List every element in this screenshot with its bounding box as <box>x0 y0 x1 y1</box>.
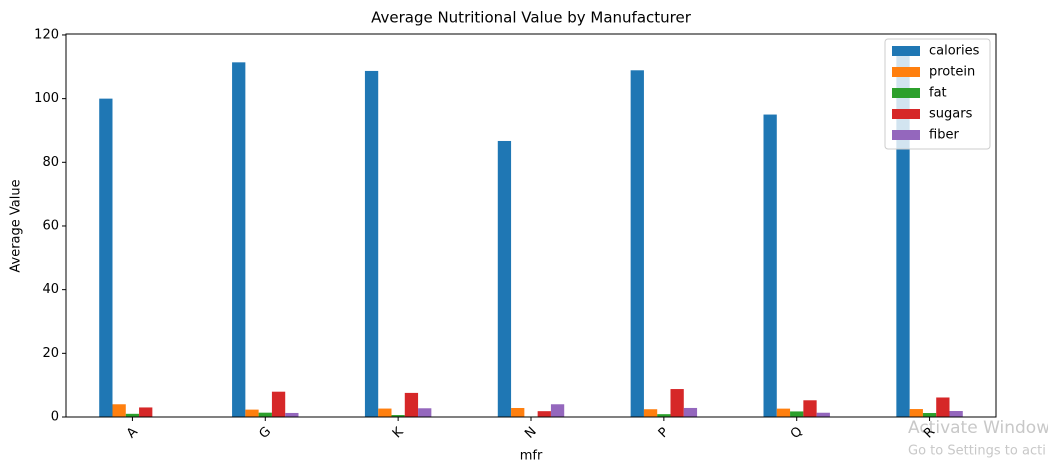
legend-label: protein <box>929 65 975 80</box>
y-tick-label: 20 <box>42 346 59 361</box>
bar <box>803 400 817 417</box>
x-tick-label: K <box>390 424 407 441</box>
bar <box>922 413 937 417</box>
x-tick-label: P <box>656 425 672 441</box>
bar <box>936 397 950 417</box>
chart-title: Average Nutritional Value by Manufacture… <box>371 9 692 27</box>
legend-label: calories <box>929 44 980 59</box>
watermark: Activate Window <box>908 418 1048 438</box>
y-tick-label: 120 <box>34 27 59 42</box>
bar <box>258 412 272 417</box>
legend-swatch <box>892 88 920 98</box>
x-tick-label: A <box>124 424 141 441</box>
bar <box>497 140 512 417</box>
x-tick-label: N <box>522 424 539 441</box>
y-axis-label: Average Value <box>9 179 24 272</box>
x-tick-label: G <box>256 424 274 442</box>
legend-label: fiber <box>929 128 959 143</box>
bar <box>643 409 658 417</box>
y-tick-label: 40 <box>42 282 59 297</box>
bar <box>763 114 777 418</box>
legend-swatch <box>892 130 920 140</box>
y-tick-label: 0 <box>51 410 59 425</box>
bar <box>378 408 392 417</box>
bar <box>404 392 419 417</box>
x-axis-label: mfr <box>520 449 543 464</box>
y-tick-label: 60 <box>42 218 59 233</box>
bar <box>271 391 286 417</box>
bar <box>790 411 804 417</box>
axes-frame <box>65 33 997 418</box>
legend-label: fat <box>929 86 947 101</box>
bar <box>657 414 671 417</box>
bar <box>125 413 140 417</box>
bar <box>537 411 551 417</box>
bar <box>683 407 698 417</box>
bar <box>112 404 126 417</box>
watermark: Go to Settings to acti <box>908 444 1046 459</box>
bar <box>816 412 830 417</box>
bar <box>99 98 113 417</box>
x-tick-label: Q <box>788 424 806 442</box>
bar <box>232 62 246 418</box>
legend-swatch <box>892 109 920 119</box>
bar <box>949 411 963 417</box>
bar <box>630 70 644 418</box>
bar <box>511 407 525 417</box>
legend-label: sugars <box>929 107 973 122</box>
bar <box>550 404 565 417</box>
bar <box>418 408 432 417</box>
bar <box>364 70 379 418</box>
bar <box>670 389 684 417</box>
bar <box>245 409 259 417</box>
bar <box>285 412 299 417</box>
bar <box>776 408 791 417</box>
bar <box>909 409 923 417</box>
legend-box <box>884 38 991 150</box>
bar <box>391 415 405 417</box>
y-tick-label: 100 <box>34 91 59 106</box>
legend-swatch <box>892 46 920 56</box>
legend-swatch <box>892 67 920 77</box>
bar <box>139 407 153 417</box>
legend: calories protein fat sugars fiber <box>884 38 991 150</box>
y-tick-label: 80 <box>42 155 59 170</box>
